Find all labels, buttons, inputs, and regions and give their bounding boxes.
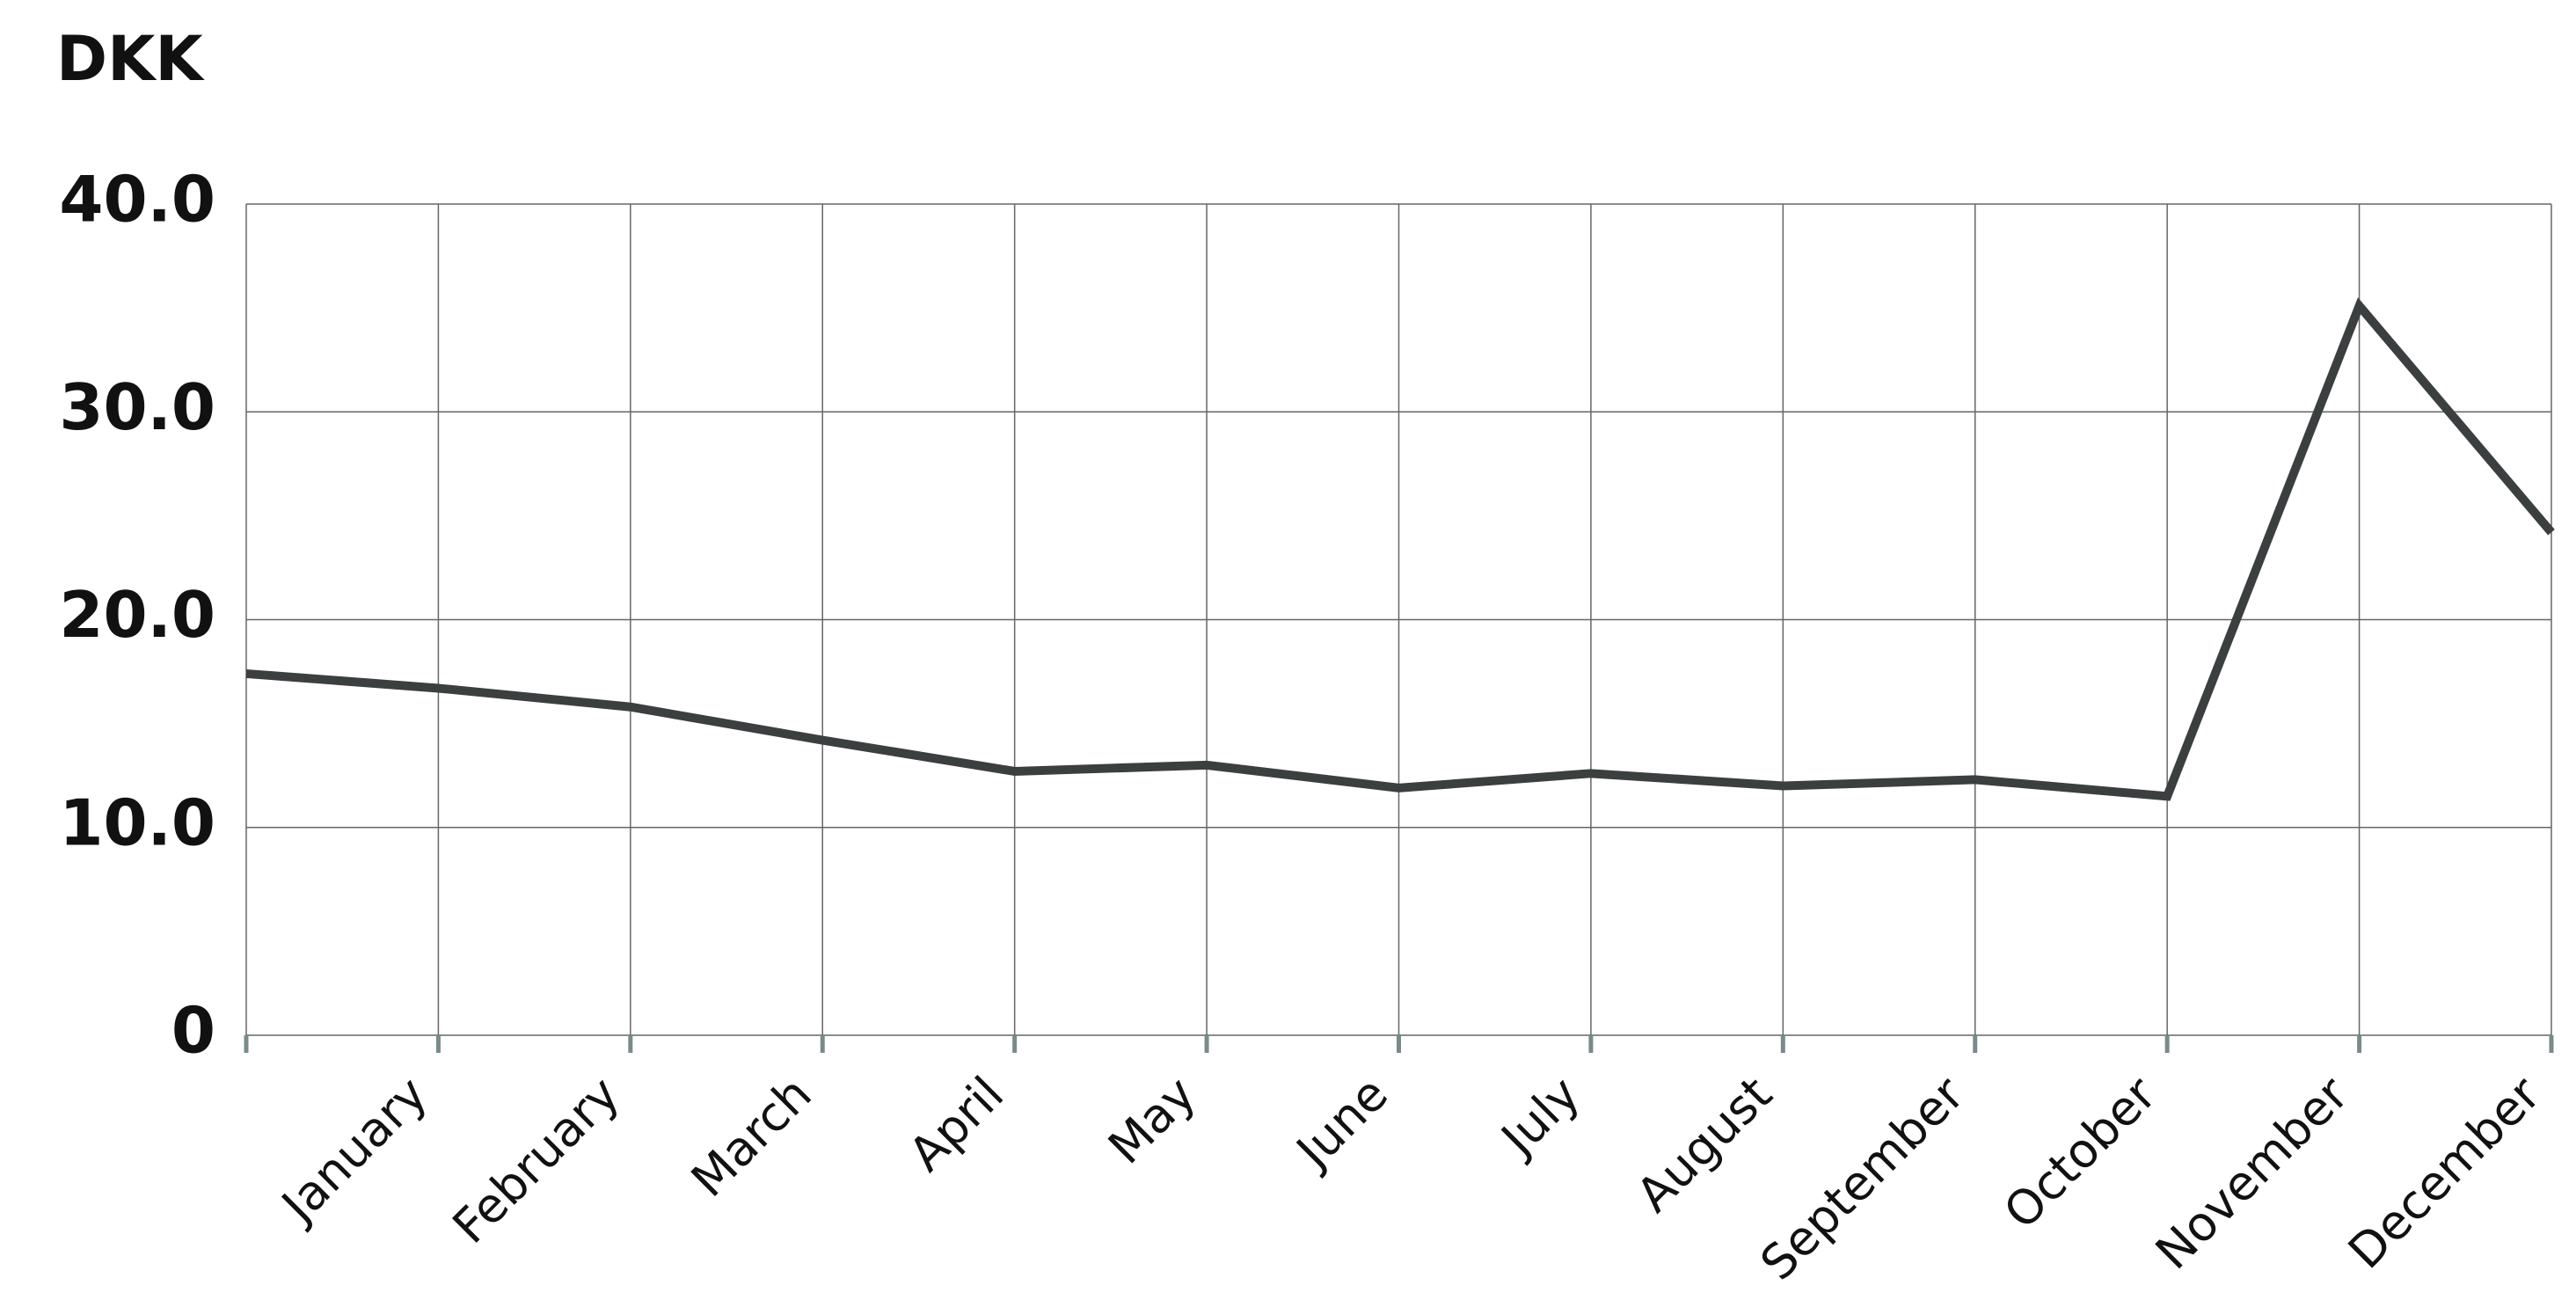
x-tick-label: April [898,1066,1014,1182]
x-tick-label: March [681,1066,822,1208]
x-tick-label: September [1750,1065,1975,1290]
x-tick-label: February [442,1066,631,1254]
chart-title: DKK [56,23,205,95]
x-tick-label: November [2145,1065,2360,1280]
x-tick-label: December [2338,1065,2551,1279]
y-tick-label: 40.0 [59,163,215,237]
y-tick-label: 20.0 [59,578,215,652]
x-tick-label: October [1993,1065,2167,1239]
data-line [245,297,2555,801]
y-tick-label: 0 [171,994,215,1068]
y-tick-label: 30.0 [59,370,215,444]
x-tick-label: June [1284,1066,1398,1180]
x-tick-label: May [1098,1066,1206,1174]
x-tick-label: January [270,1066,438,1234]
x-tick-label: July [1489,1066,1590,1167]
x-tick-label: August [1626,1066,1783,1223]
y-tick-label: 10.0 [59,785,215,859]
